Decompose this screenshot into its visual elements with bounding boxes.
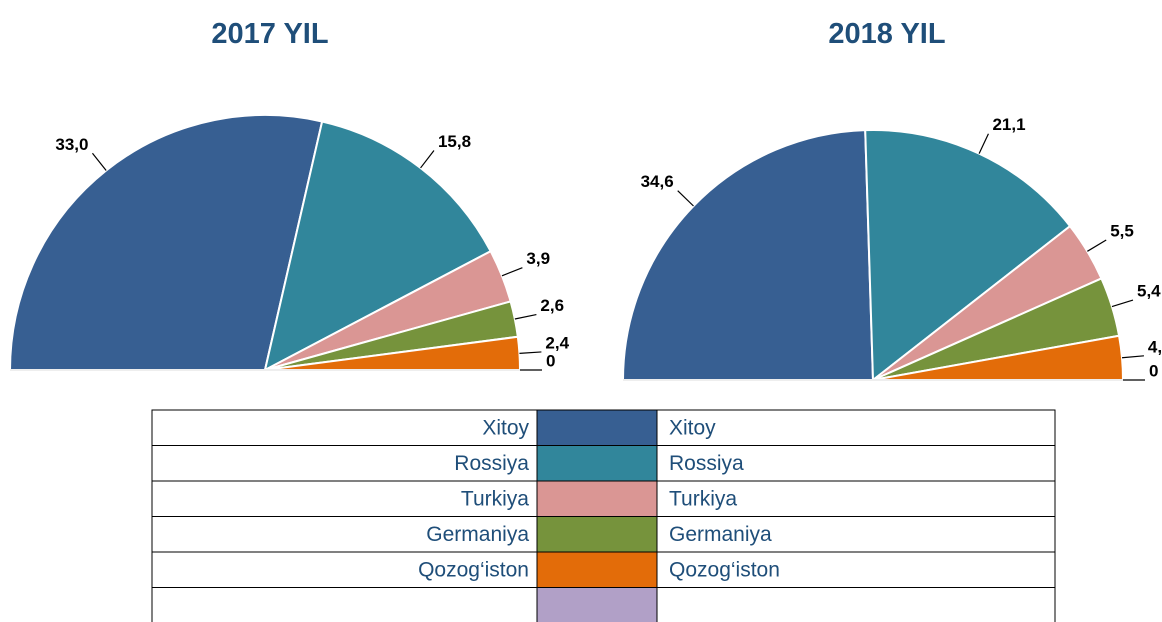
legend-label: Rossiya bbox=[669, 452, 744, 475]
data-label: 2,4 bbox=[545, 333, 569, 352]
data-label: 4,0 bbox=[1148, 337, 1162, 356]
legend-label: Qozog‘iston bbox=[669, 558, 780, 581]
data-label: 2,6 bbox=[540, 296, 564, 315]
legend-swatch bbox=[536, 551, 658, 588]
legend-cell bbox=[151, 587, 538, 622]
legend-swatch bbox=[536, 409, 658, 446]
legend-cell bbox=[656, 587, 1056, 622]
leader-line bbox=[519, 351, 542, 354]
legend-label: Xitoy bbox=[482, 416, 529, 439]
legend-cell bbox=[656, 551, 1056, 588]
data-label: 33,0 bbox=[55, 135, 88, 154]
legend-swatch bbox=[536, 480, 658, 517]
leader-line bbox=[1121, 355, 1144, 359]
legend-swatch bbox=[536, 445, 658, 482]
leader-line bbox=[501, 267, 523, 277]
slice bbox=[263, 120, 492, 372]
legend-cell bbox=[656, 480, 1056, 517]
legend-label: Germaniya bbox=[426, 523, 529, 546]
legend-swatch bbox=[536, 587, 658, 622]
leader-line bbox=[514, 313, 537, 320]
data-label: 15,8 bbox=[438, 132, 471, 151]
legend-label: Germaniya bbox=[669, 523, 772, 546]
slice bbox=[864, 129, 1072, 383]
legend-cell bbox=[151, 409, 538, 446]
data-label: 3,9 bbox=[526, 249, 550, 268]
leader-line bbox=[420, 150, 435, 169]
data-label: 0 bbox=[546, 351, 555, 370]
legend-cell bbox=[656, 409, 1056, 446]
legend-label: Turkiya bbox=[669, 487, 737, 510]
legend-cell bbox=[151, 445, 538, 482]
leader-line bbox=[91, 152, 107, 171]
leader-line bbox=[1111, 299, 1134, 308]
legend-cell bbox=[151, 551, 538, 588]
legend-swatch bbox=[536, 516, 658, 553]
leader-line bbox=[677, 190, 694, 207]
slice bbox=[621, 129, 875, 381]
leader-line bbox=[1087, 239, 1107, 252]
chart-title: 2017 YIL bbox=[211, 18, 328, 50]
legend-label: Xitoy bbox=[669, 416, 716, 439]
legend-label: Turkiya bbox=[461, 487, 529, 510]
data-label: 0 bbox=[1149, 361, 1158, 380]
data-label: 21,1 bbox=[992, 115, 1025, 134]
data-label: 5,5 bbox=[1110, 221, 1134, 240]
chart-title: 2018 YIL bbox=[828, 18, 945, 50]
legend-label: Qozog‘iston bbox=[418, 558, 529, 581]
data-label: 34,6 bbox=[641, 172, 674, 191]
legend-cell bbox=[656, 516, 1056, 553]
slice bbox=[8, 114, 324, 371]
legend-label: Rossiya bbox=[454, 452, 529, 475]
leader-line bbox=[978, 133, 989, 154]
data-label: 5,4 bbox=[1137, 282, 1161, 301]
